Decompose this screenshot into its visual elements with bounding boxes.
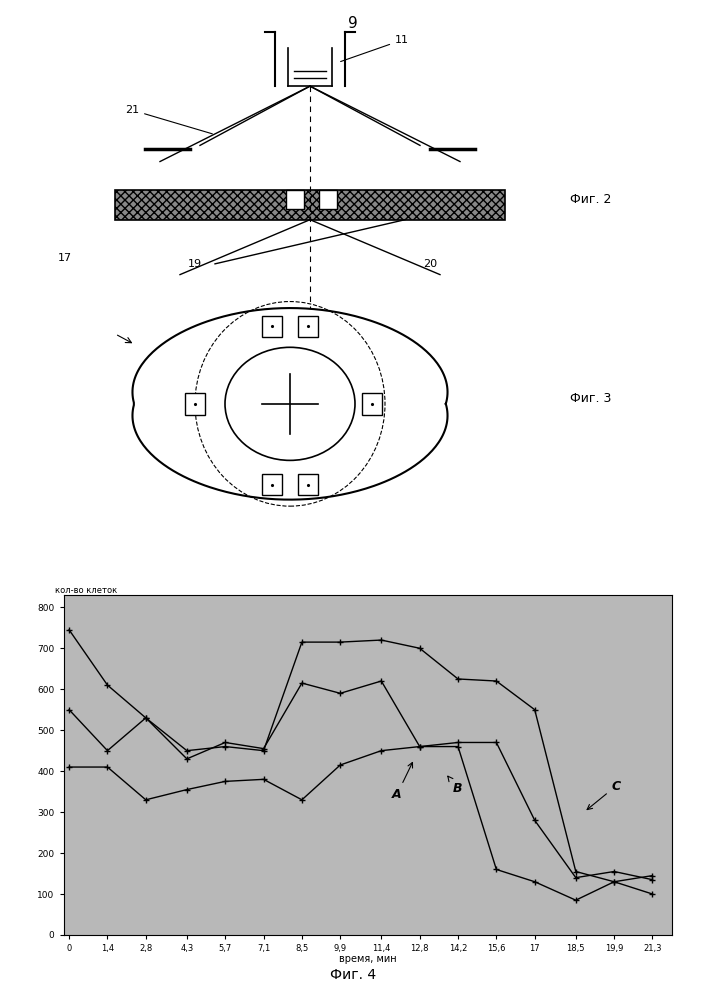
Text: 20: 20 xyxy=(423,259,437,269)
Bar xyxy=(262,316,282,337)
Bar xyxy=(319,190,337,209)
Polygon shape xyxy=(132,308,448,500)
Text: Фиг. 2: Фиг. 2 xyxy=(570,193,612,206)
Bar xyxy=(115,190,505,220)
Text: Фиг. 4: Фиг. 4 xyxy=(330,968,377,982)
Text: кол-во клеток: кол-во клеток xyxy=(55,586,117,595)
Text: 17: 17 xyxy=(58,253,72,263)
Ellipse shape xyxy=(225,347,355,460)
X-axis label: время, мин: время, мин xyxy=(339,954,397,964)
Text: 9: 9 xyxy=(348,16,358,31)
Text: A: A xyxy=(392,762,412,801)
Text: Фиг. 3: Фиг. 3 xyxy=(570,392,612,405)
Text: 19: 19 xyxy=(188,259,202,269)
Text: C: C xyxy=(587,780,621,810)
Bar xyxy=(298,474,318,495)
Bar xyxy=(298,316,318,337)
Text: 11: 11 xyxy=(341,35,409,62)
Bar xyxy=(286,190,304,209)
Text: B: B xyxy=(448,776,462,795)
Bar xyxy=(362,393,382,415)
Bar xyxy=(262,474,282,495)
Bar xyxy=(185,393,205,415)
Text: 21: 21 xyxy=(125,105,212,134)
